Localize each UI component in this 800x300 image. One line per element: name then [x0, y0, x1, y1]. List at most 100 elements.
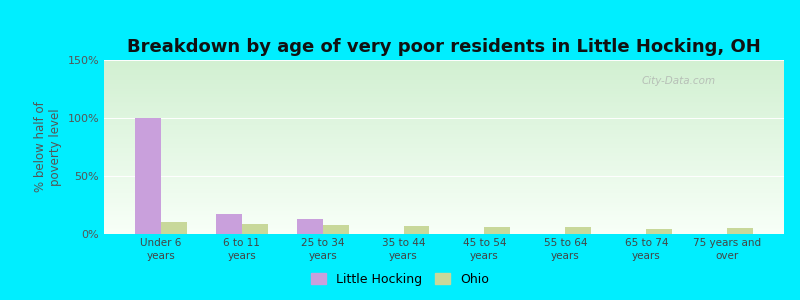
Bar: [104, 177, 784, 178]
Bar: [216, 214, 242, 234]
Bar: [104, 210, 784, 211]
Bar: [104, 126, 784, 127]
Bar: [646, 230, 672, 234]
Bar: [104, 62, 784, 64]
Bar: [104, 192, 784, 194]
Bar: [104, 212, 784, 213]
Bar: [104, 127, 784, 128]
Bar: [104, 140, 784, 141]
Bar: [104, 82, 784, 83]
Bar: [104, 151, 784, 152]
Bar: [104, 230, 784, 232]
Bar: [104, 124, 784, 125]
Bar: [104, 132, 784, 133]
Text: City-Data.com: City-Data.com: [642, 76, 715, 86]
Bar: [104, 95, 784, 96]
Bar: [104, 220, 784, 221]
Bar: [104, 153, 784, 154]
Bar: [104, 68, 784, 69]
Bar: [104, 207, 784, 208]
Bar: [104, 138, 784, 139]
Bar: [104, 152, 784, 153]
Bar: [104, 117, 784, 118]
Bar: [104, 149, 784, 151]
Bar: [104, 76, 784, 77]
Bar: [104, 215, 784, 217]
Bar: [161, 222, 186, 234]
Bar: [104, 136, 784, 138]
Bar: [104, 214, 784, 215]
Bar: [104, 166, 784, 167]
Bar: [104, 79, 784, 80]
Bar: [104, 218, 784, 219]
Bar: [104, 164, 784, 166]
Bar: [104, 100, 784, 102]
Bar: [104, 183, 784, 184]
Bar: [104, 148, 784, 149]
Bar: [104, 85, 784, 87]
Bar: [104, 143, 784, 145]
Bar: [104, 99, 784, 101]
Bar: [104, 128, 784, 130]
Bar: [104, 199, 784, 200]
Bar: [104, 211, 784, 212]
Bar: [104, 197, 784, 198]
Bar: [104, 135, 784, 136]
Bar: [104, 116, 784, 117]
Bar: [104, 90, 784, 91]
Bar: [104, 110, 784, 111]
Bar: [104, 178, 784, 179]
Bar: [104, 161, 784, 162]
Bar: [104, 233, 784, 234]
Bar: [104, 74, 784, 75]
Bar: [104, 119, 784, 120]
Bar: [104, 94, 784, 95]
Bar: [104, 66, 784, 67]
Bar: [104, 194, 784, 195]
Bar: [104, 146, 784, 147]
Bar: [104, 108, 784, 109]
Bar: [104, 97, 784, 98]
Bar: [104, 122, 784, 123]
Bar: [104, 225, 784, 226]
Bar: [104, 186, 784, 188]
Bar: [104, 102, 784, 103]
Bar: [104, 80, 784, 81]
Bar: [104, 84, 784, 86]
Bar: [104, 162, 784, 163]
Bar: [403, 226, 430, 234]
Bar: [104, 131, 784, 132]
Bar: [104, 232, 784, 233]
Bar: [104, 169, 784, 170]
Bar: [104, 92, 784, 94]
Bar: [104, 109, 784, 110]
Bar: [104, 96, 784, 97]
Bar: [104, 141, 784, 142]
Bar: [104, 72, 784, 73]
Bar: [104, 163, 784, 164]
Bar: [104, 104, 784, 105]
Bar: [104, 134, 784, 135]
Bar: [104, 154, 784, 155]
Bar: [104, 179, 784, 181]
Bar: [104, 206, 784, 207]
Legend: Little Hocking, Ohio: Little Hocking, Ohio: [306, 268, 494, 291]
Bar: [104, 202, 784, 203]
Bar: [104, 133, 784, 134]
Bar: [104, 67, 784, 68]
Bar: [104, 168, 784, 169]
Bar: [104, 125, 784, 126]
Bar: [104, 189, 784, 190]
Bar: [104, 103, 784, 104]
Bar: [104, 190, 784, 191]
Bar: [104, 171, 784, 172]
Bar: [104, 91, 784, 92]
Bar: [104, 228, 784, 230]
Bar: [297, 219, 322, 234]
Bar: [104, 156, 784, 158]
Bar: [104, 204, 784, 205]
Bar: [485, 227, 510, 234]
Bar: [104, 185, 784, 186]
Bar: [566, 227, 591, 234]
Bar: [104, 81, 784, 82]
